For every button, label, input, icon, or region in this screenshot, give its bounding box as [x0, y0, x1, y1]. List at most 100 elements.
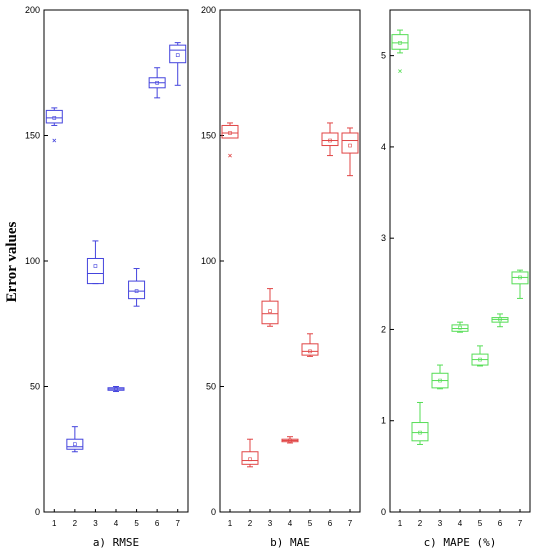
x-tick-label: 7	[348, 519, 353, 528]
box-iqr	[411, 422, 429, 442]
mean-marker	[348, 143, 352, 148]
outlier-marker	[228, 153, 232, 158]
box-6	[148, 67, 166, 99]
box-4	[281, 436, 299, 444]
panel-label: b) MAE	[270, 536, 310, 549]
panel-label: c) MAPE (%)	[424, 536, 497, 549]
mean-marker	[93, 264, 98, 268]
box-3	[86, 240, 104, 285]
x-tick-label: 6	[498, 519, 503, 528]
panel-label: a) RMSE	[93, 536, 139, 549]
panel-2: 0 50 100 150 200 1 2 3 4 5 6 7 b) MAE	[201, 5, 361, 549]
box-4	[451, 321, 469, 333]
box-iqr	[128, 280, 146, 300]
box-5	[128, 268, 146, 307]
mean-marker	[134, 289, 139, 293]
box-4	[107, 386, 125, 393]
x-tick-label: 7	[175, 519, 180, 528]
box-iqr	[221, 124, 239, 139]
x-tick-label: 5	[478, 519, 483, 528]
box-iqr	[261, 300, 279, 325]
y-tick-label: 100	[201, 256, 216, 266]
mean-marker	[268, 309, 272, 314]
mean-marker	[175, 53, 180, 57]
x-tick-label: 2	[73, 519, 78, 528]
x-tick-label: 1	[52, 519, 57, 528]
mean-marker	[308, 349, 312, 354]
mean-marker	[398, 41, 402, 45]
y-tick-label: 3	[381, 233, 386, 243]
box-7	[169, 42, 187, 86]
box-iqr	[391, 34, 409, 50]
mean-marker	[73, 442, 77, 447]
panel-3: 0 1 2 3 4 5 1 2 3 4 5 6 7 c) MAPE (%)	[381, 9, 531, 549]
y-axis-title: Error values	[4, 221, 20, 302]
x-tick-label: 1	[398, 519, 403, 528]
box-5	[301, 333, 319, 357]
mean-marker	[248, 457, 252, 462]
box-iqr	[45, 109, 63, 124]
x-tick-label: 5	[134, 519, 139, 528]
box-2	[66, 426, 84, 453]
mean-marker	[518, 275, 522, 280]
mean-marker	[228, 131, 232, 135]
y-tick-label: 100	[25, 256, 40, 266]
x-tick-label: 5	[308, 519, 313, 528]
mean-marker	[288, 438, 292, 443]
box-3	[431, 364, 449, 390]
box-1	[391, 29, 409, 74]
x-tick-label: 7	[518, 519, 523, 528]
y-tick-label: 5	[381, 51, 386, 61]
mean-marker	[438, 378, 442, 383]
plot-frame	[43, 9, 189, 513]
mean-marker	[155, 80, 159, 85]
panel-1: 0 50 100 150 200 1 2 3 4 5 6 7 a) RMSE	[25, 5, 189, 549]
mean-marker	[52, 116, 57, 120]
mean-marker	[458, 325, 462, 330]
box-iqr	[86, 257, 104, 285]
box-iqr	[241, 451, 259, 465]
y-tick-label: 50	[30, 382, 40, 392]
mean-marker	[328, 138, 332, 143]
y-tick-label: 0	[211, 507, 216, 517]
y-tick-label: 200	[201, 5, 216, 15]
box-6	[321, 122, 339, 157]
y-tick-label: 1	[381, 416, 386, 426]
x-tick-label: 6	[155, 519, 160, 528]
box-7	[511, 269, 529, 299]
box-iqr	[169, 44, 187, 64]
box-iqr	[66, 438, 84, 450]
box-1	[221, 122, 239, 158]
y-tick-label: 150	[201, 131, 216, 141]
x-tick-label: 3	[93, 519, 98, 528]
box-2	[411, 401, 429, 445]
x-tick-label: 4	[288, 519, 293, 528]
mean-marker	[478, 357, 482, 362]
y-tick-label: 0	[381, 507, 386, 517]
x-tick-label: 3	[268, 519, 273, 528]
x-tick-label: 4	[458, 519, 463, 528]
y-tick-label: 2	[381, 324, 386, 334]
outlier-marker	[52, 138, 57, 143]
box-5	[471, 345, 489, 367]
y-tick-label: 4	[381, 142, 386, 152]
y-tick-label: 150	[25, 131, 40, 141]
box-iqr	[321, 132, 339, 147]
y-tick-label: 50	[206, 382, 216, 392]
mean-marker	[498, 317, 502, 322]
box-1	[45, 107, 63, 143]
box-3	[261, 288, 279, 327]
box-2	[241, 438, 259, 468]
x-tick-label: 4	[114, 519, 119, 528]
plot-frame	[389, 9, 531, 513]
box-7	[341, 127, 359, 177]
mean-marker	[114, 387, 118, 391]
x-tick-label: 6	[328, 519, 333, 528]
mean-marker	[418, 430, 422, 435]
box-6	[491, 313, 509, 328]
y-tick-label: 0	[35, 507, 40, 517]
box-iqr	[301, 343, 319, 356]
y-tick-label: 200	[25, 5, 40, 15]
